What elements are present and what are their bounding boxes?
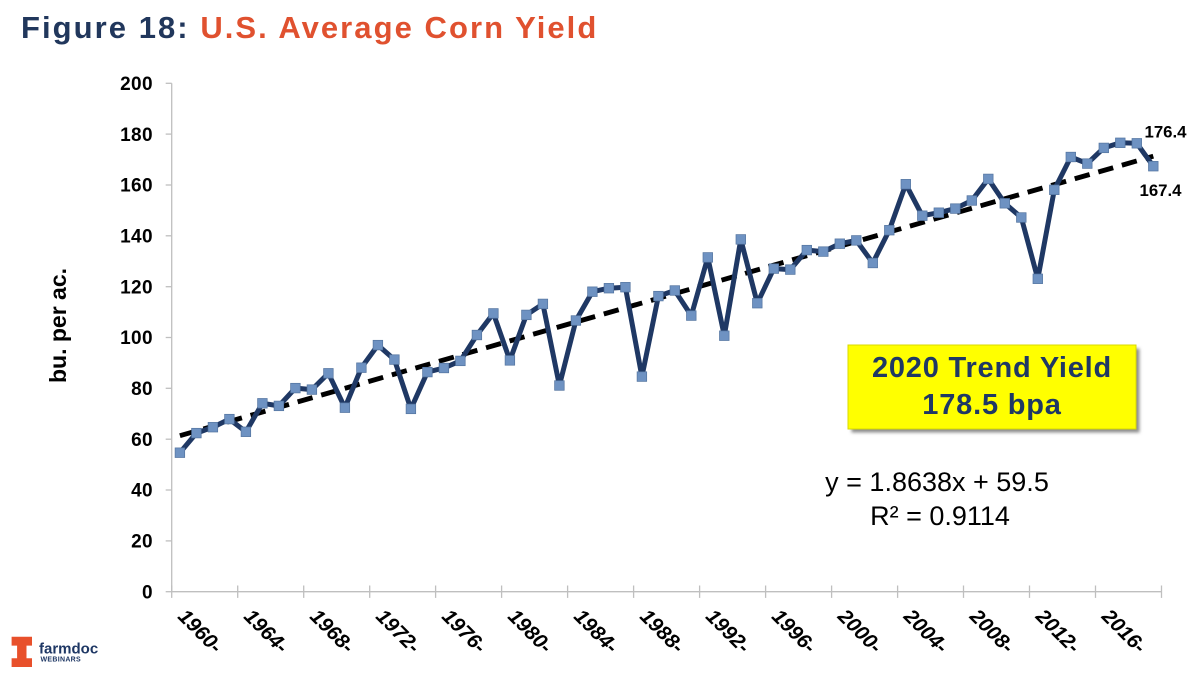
svg-text:Figure 18: U.S. Average Corn Y: Figure 18: U.S. Average Corn Yield <box>21 10 598 45</box>
svg-text:20: 20 <box>131 532 153 553</box>
svg-text:bu. per ac.: bu. per ac. <box>45 268 71 383</box>
svg-text:167.4: 167.4 <box>1140 181 1183 200</box>
svg-text:60: 60 <box>131 430 153 451</box>
svg-text:WEBINARS: WEBINARS <box>41 657 82 664</box>
svg-text:120: 120 <box>120 277 153 298</box>
svg-text:40: 40 <box>131 481 153 502</box>
svg-text:0: 0 <box>142 582 153 603</box>
svg-text:200: 200 <box>120 74 153 95</box>
svg-text:farmdoc: farmdoc <box>39 641 98 658</box>
svg-text:178.5 bpa: 178.5 bpa <box>922 389 1061 421</box>
svg-text:2020 Trend Yield: 2020 Trend Yield <box>872 352 1112 384</box>
svg-text:R² = 0.9114: R² = 0.9114 <box>870 501 1010 531</box>
svg-text:180: 180 <box>120 125 153 146</box>
svg-text:80: 80 <box>131 379 153 400</box>
svg-text:176.4: 176.4 <box>1145 122 1188 141</box>
svg-text:y = 1.8638x + 59.5: y = 1.8638x + 59.5 <box>825 467 1049 497</box>
svg-text:160: 160 <box>120 176 153 197</box>
svg-text:100: 100 <box>120 328 153 349</box>
svg-text:140: 140 <box>120 227 153 248</box>
